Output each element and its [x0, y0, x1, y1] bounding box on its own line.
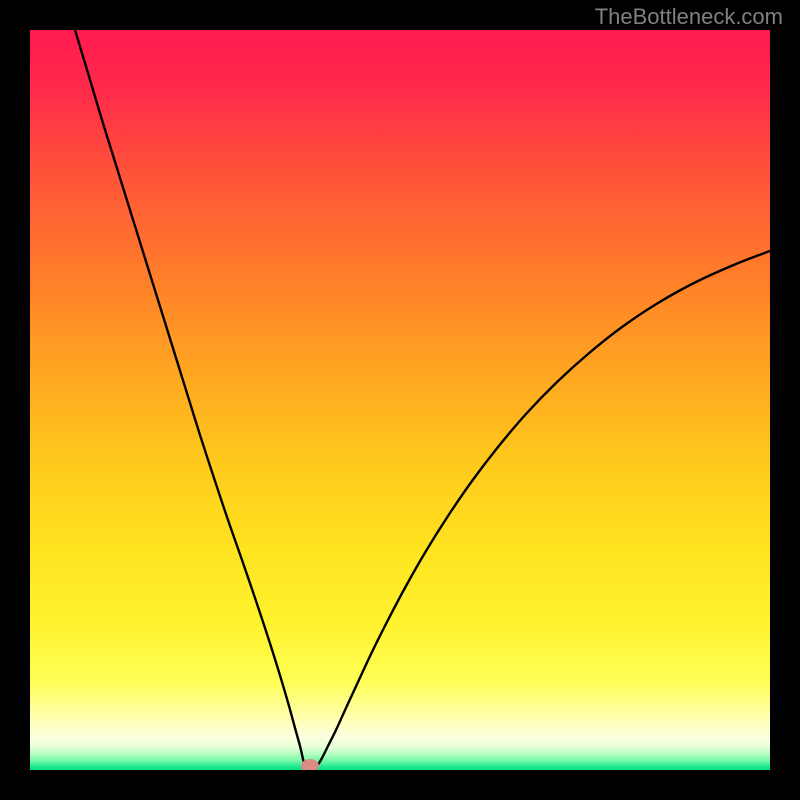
optimum-marker [301, 759, 319, 770]
chart-plot-area [30, 30, 770, 770]
bottleneck-curve [30, 30, 770, 770]
watermark-text: TheBottleneck.com [595, 4, 783, 30]
